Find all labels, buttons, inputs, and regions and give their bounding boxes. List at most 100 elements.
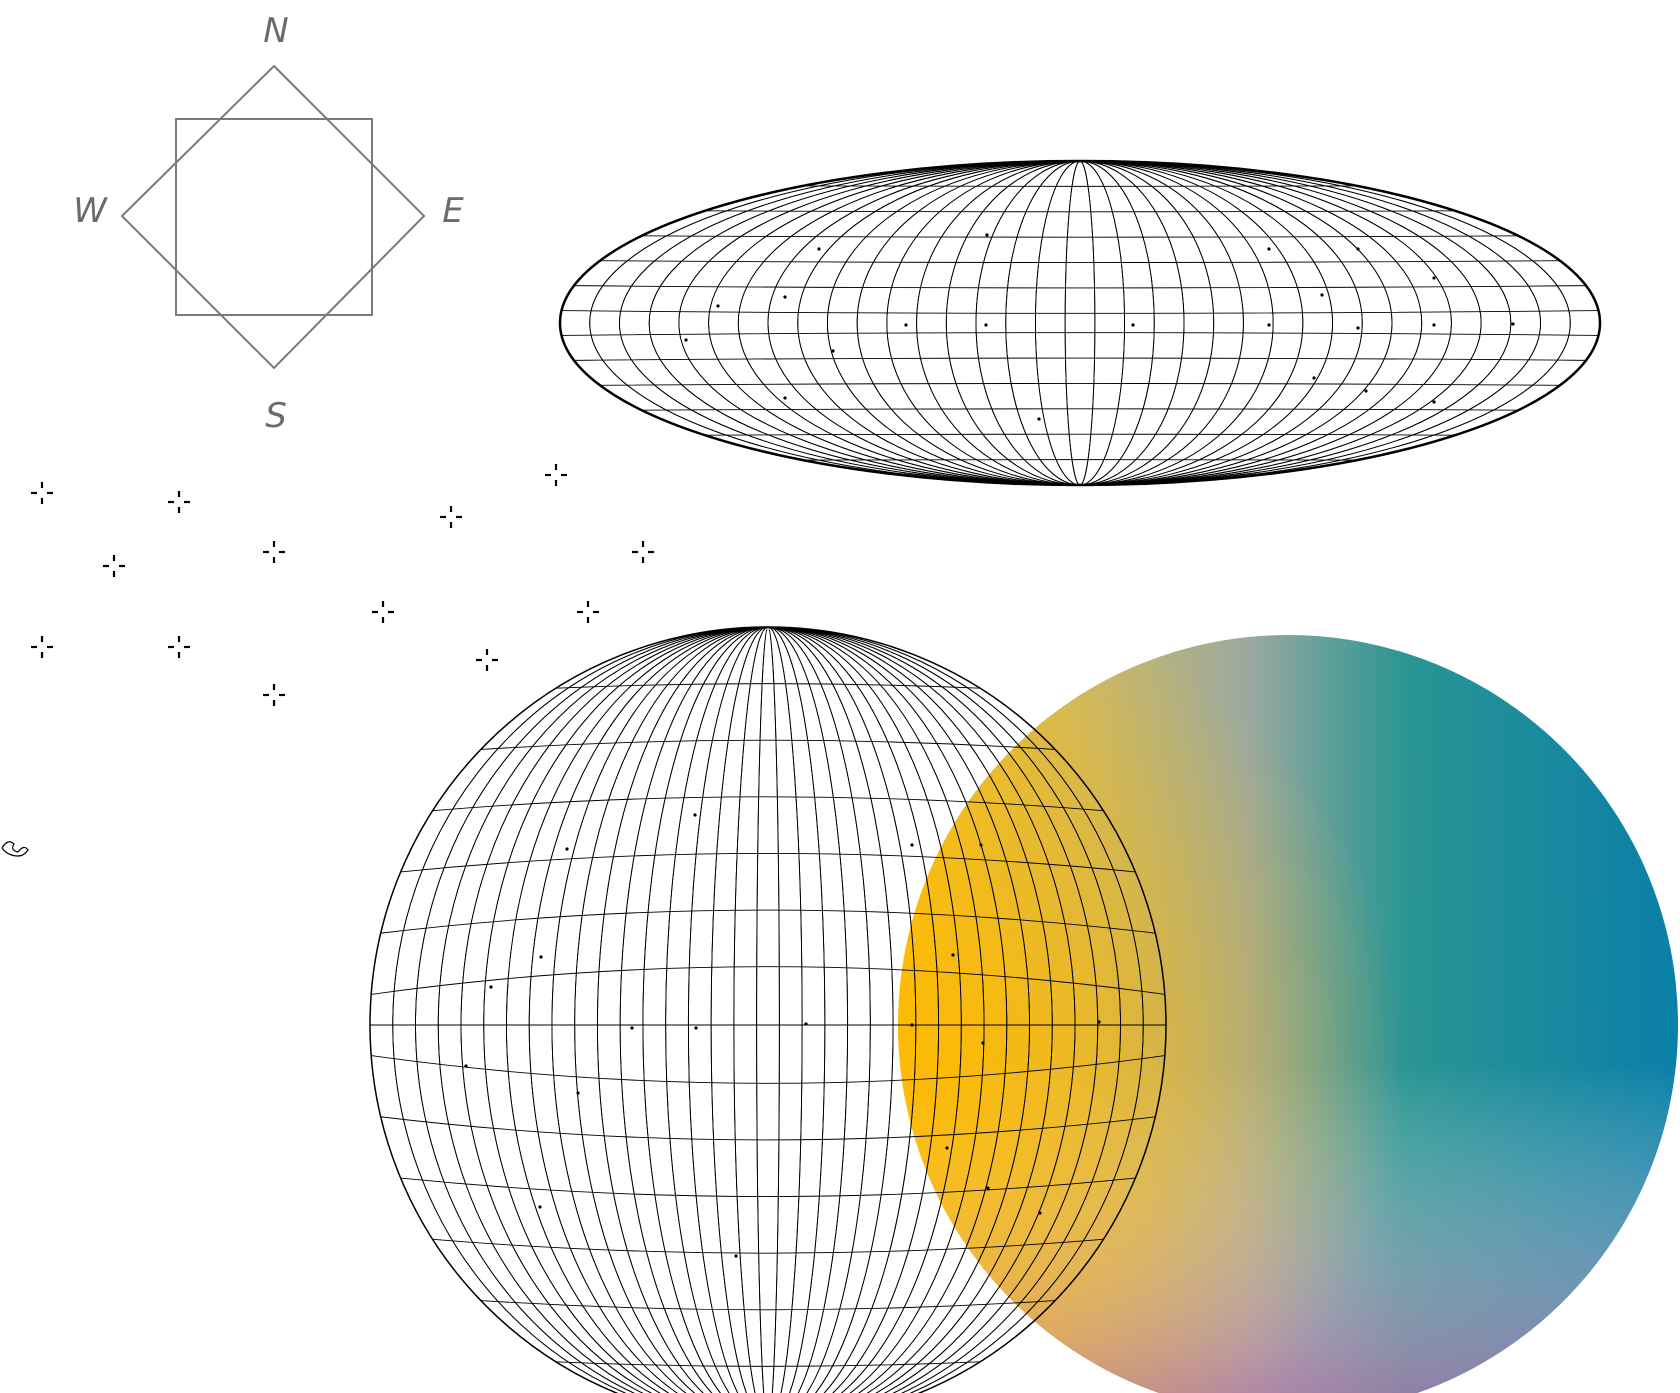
- ellipse-globe-dot: [984, 323, 988, 327]
- ellipse-globe-dot: [783, 396, 787, 400]
- ellipse-globe-dot: [1432, 276, 1436, 280]
- sphere-globe-dot: [804, 1022, 808, 1026]
- ellipse-globe-dot: [1356, 326, 1360, 330]
- ellipse-globe-dot: [1267, 247, 1271, 251]
- meridian-line: [797, 160, 1363, 486]
- compass-rose: N S E W: [73, 11, 464, 436]
- parallel-line: [561, 332, 1599, 336]
- compass-diamond: [120, 64, 426, 370]
- parallel-line: [380, 1116, 1156, 1141]
- compass-east-label: E: [442, 191, 464, 231]
- meridian-line: [1034, 160, 1126, 486]
- ellipse-globe-dot: [783, 295, 787, 299]
- ellipse-globe-dot: [684, 338, 688, 342]
- crosshair-icon: [31, 482, 53, 504]
- meridian-line: [756, 626, 780, 1393]
- sphere-globe-dot: [945, 1146, 949, 1150]
- meridian-line: [648, 160, 1512, 486]
- sphere-globe-dot: [734, 1254, 738, 1258]
- parallel-line: [371, 966, 1165, 995]
- parallel-line: [561, 310, 1599, 314]
- meridian-line: [710, 626, 826, 1393]
- parallel-line: [704, 210, 1456, 213]
- meridian-line: [665, 626, 871, 1393]
- crosshair-icon: [263, 541, 285, 563]
- crosshair-marks: [31, 464, 654, 706]
- sphere-globe-dot: [694, 1026, 698, 1030]
- gradient-disc: [898, 635, 1678, 1393]
- meridian-line: [642, 626, 894, 1393]
- parallel-line: [641, 408, 1519, 411]
- ellipse-globe-outline: [558, 159, 1602, 487]
- sphere-globe-dot: [910, 1023, 914, 1027]
- crosshair-icon: [577, 601, 599, 623]
- meridian-line: [618, 160, 1542, 486]
- meridian-line: [1064, 160, 1096, 486]
- sphere-globe-dot: [576, 1091, 580, 1095]
- sphere-globe-dot: [630, 1026, 634, 1030]
- parallel-line: [641, 235, 1519, 238]
- meridian-line: [618, 160, 1542, 486]
- meridian-line: [975, 160, 1185, 486]
- ellipse-globe-dot: [904, 323, 908, 327]
- compass-square: [175, 118, 373, 316]
- sphere-globe-dot: [981, 1041, 985, 1045]
- meridian-line: [856, 160, 1304, 486]
- sphere-globe-dot: [1097, 1020, 1101, 1024]
- meridian-line: [619, 626, 917, 1393]
- sphere-globe-dot: [1038, 1211, 1042, 1215]
- meridian-line: [733, 626, 803, 1393]
- parallel-line: [432, 1238, 1104, 1254]
- ellipse-globe-dot: [1312, 376, 1316, 380]
- meridian-line: [737, 160, 1423, 486]
- meridian-line: [916, 160, 1244, 486]
- ellipse-globe-dot: [1356, 247, 1360, 251]
- parallel-line: [380, 909, 1156, 934]
- meridian-line: [916, 160, 1244, 486]
- parallel-line: [574, 285, 1586, 289]
- crosshair-icon: [103, 555, 125, 577]
- parallel-line: [480, 739, 1056, 750]
- meridian-line: [797, 160, 1363, 486]
- parallel-line: [480, 1300, 1056, 1311]
- meridian-line: [648, 160, 1512, 486]
- sphere-globe-dot: [979, 843, 983, 847]
- meridian-line: [708, 160, 1452, 486]
- crosshair-icon: [372, 601, 394, 623]
- meridian-line: [767, 160, 1393, 486]
- parallel-line: [400, 853, 1136, 873]
- sphere-globe-outline: [369, 626, 1167, 1393]
- ellipse-globe-dot: [1364, 389, 1368, 393]
- meridian-line: [1005, 160, 1155, 486]
- sphere-globe-dot: [986, 1186, 990, 1190]
- parallel-line: [599, 260, 1561, 263]
- meridian-line: [589, 160, 1571, 486]
- meridian-line: [678, 160, 1482, 486]
- ellipse-globe-dot: [1037, 417, 1041, 421]
- crosshair-icon: [476, 649, 498, 671]
- meridian-line: [975, 160, 1185, 486]
- sphere-globe-dot: [910, 843, 914, 847]
- meridian-line: [826, 160, 1334, 486]
- meridian-line: [708, 160, 1452, 486]
- sphere-globe-dot: [489, 985, 493, 989]
- sphere-globe-dot: [951, 953, 955, 957]
- meridian-line: [856, 160, 1304, 486]
- meridian-line: [687, 626, 849, 1393]
- parallel-line: [400, 1177, 1136, 1197]
- compass-west-label: W: [73, 191, 108, 231]
- meridian-line: [826, 160, 1334, 486]
- meridian-line: [1034, 160, 1126, 486]
- ellipse-globe-dot: [1432, 400, 1436, 404]
- parallel-line: [555, 683, 981, 689]
- compass-south-label: S: [265, 396, 287, 436]
- meridian-line: [589, 160, 1571, 486]
- parallel-line: [574, 357, 1586, 361]
- meridian-line: [945, 160, 1215, 486]
- ellipse-globe-dot: [985, 233, 989, 237]
- sphere-globe-dot: [539, 955, 543, 959]
- squiggle-icon: [1, 841, 29, 857]
- ellipse-globe-dot: [716, 304, 720, 308]
- parallel-line: [555, 1361, 981, 1367]
- ellipse-globe-dot: [1432, 323, 1436, 327]
